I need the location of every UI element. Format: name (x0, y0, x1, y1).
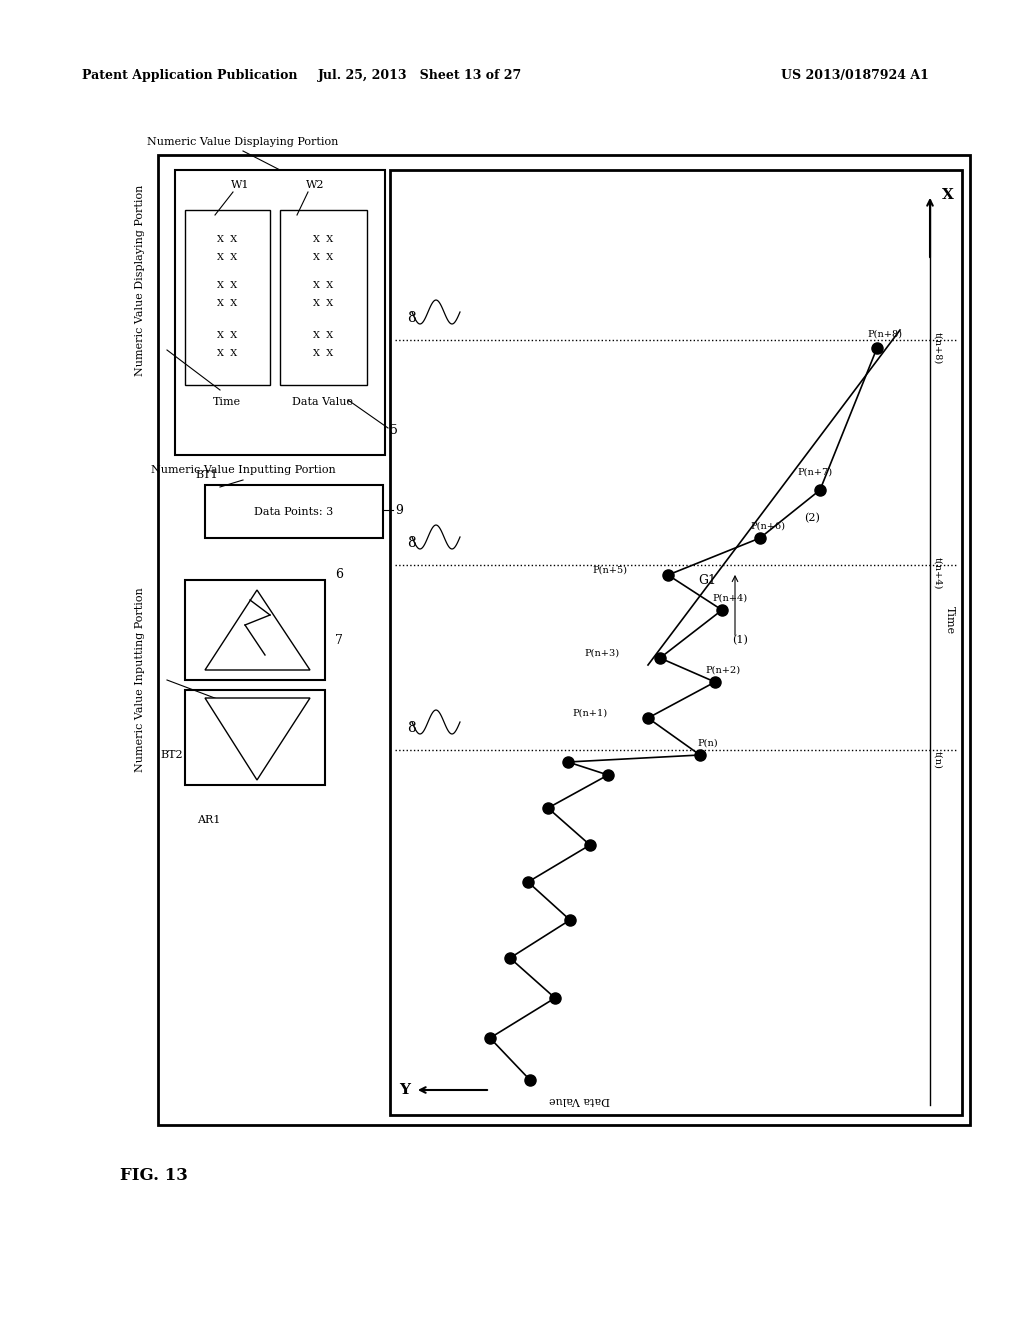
Text: P(n+1): P(n+1) (572, 709, 607, 718)
Text: X  X: X X (217, 330, 238, 339)
Text: P(n+6): P(n+6) (751, 521, 785, 531)
Text: Numeric Value Displaying Portion: Numeric Value Displaying Portion (135, 185, 145, 376)
Text: P(n+8): P(n+8) (867, 330, 902, 338)
Text: Data Value: Data Value (550, 1096, 610, 1105)
Bar (185, 579, 325, 680)
Text: t(n+4): t(n+4) (934, 557, 942, 589)
Text: P(n+4): P(n+4) (713, 594, 748, 602)
Text: P(n): P(n) (697, 738, 718, 747)
Text: Patent Application Publication: Patent Application Publication (82, 69, 298, 82)
Bar (390, 170, 962, 1115)
Text: X  X: X X (217, 348, 238, 358)
Text: 9: 9 (395, 503, 402, 516)
Text: P(n+2): P(n+2) (706, 665, 740, 675)
Bar (175, 170, 385, 455)
Text: G1: G1 (698, 573, 716, 586)
Text: Numeric Value Inputting Portion: Numeric Value Inputting Portion (151, 465, 336, 475)
Text: Data Points: 3: Data Points: 3 (254, 507, 334, 517)
Text: X  X: X X (217, 253, 238, 263)
Text: X  X: X X (313, 330, 333, 339)
Text: 5: 5 (390, 424, 398, 437)
Text: (1): (1) (732, 635, 748, 645)
Text: W1: W1 (230, 180, 249, 190)
Text: X  X: X X (313, 281, 333, 289)
Bar (185, 210, 270, 385)
Text: Time: Time (213, 397, 241, 407)
Text: AR1: AR1 (197, 814, 220, 825)
Text: X  X: X X (313, 253, 333, 263)
Text: X  X: X X (313, 348, 333, 358)
Text: P(n+5): P(n+5) (593, 565, 628, 574)
Text: 8: 8 (407, 721, 416, 735)
Text: Y: Y (399, 1082, 410, 1097)
Text: Numeric Value Inputting Portion: Numeric Value Inputting Portion (135, 587, 145, 772)
Text: Jul. 25, 2013   Sheet 13 of 27: Jul. 25, 2013 Sheet 13 of 27 (317, 69, 522, 82)
Text: X  X: X X (217, 281, 238, 289)
Text: BT2: BT2 (161, 750, 183, 760)
Text: W2: W2 (306, 180, 325, 190)
Text: X: X (942, 187, 954, 202)
Text: X  X: X X (313, 235, 333, 244)
Text: 8: 8 (407, 312, 416, 325)
Text: US 2013/0187924 A1: US 2013/0187924 A1 (781, 69, 929, 82)
Text: t(n+8): t(n+8) (934, 331, 942, 364)
Polygon shape (205, 590, 310, 671)
Text: 7: 7 (335, 634, 343, 647)
Text: X  X: X X (217, 235, 238, 244)
Text: FIG. 13: FIG. 13 (120, 1167, 187, 1184)
Text: 8: 8 (407, 536, 416, 550)
Text: P(n+3): P(n+3) (585, 648, 620, 657)
Text: P(n+7): P(n+7) (798, 467, 833, 477)
Bar (205, 484, 383, 539)
Text: BT1: BT1 (195, 470, 218, 480)
Text: X  X: X X (217, 298, 238, 308)
Text: t(n): t(n) (934, 751, 942, 770)
Polygon shape (205, 698, 310, 780)
Text: 6: 6 (335, 569, 343, 582)
Text: Data Value: Data Value (293, 397, 353, 407)
Bar (185, 690, 325, 785)
Text: Numeric Value Displaying Portion: Numeric Value Displaying Portion (147, 137, 339, 147)
Bar (158, 154, 970, 1125)
Text: Time: Time (945, 606, 955, 634)
Text: (2): (2) (804, 513, 820, 523)
Text: X  X: X X (313, 298, 333, 308)
Bar (280, 210, 367, 385)
